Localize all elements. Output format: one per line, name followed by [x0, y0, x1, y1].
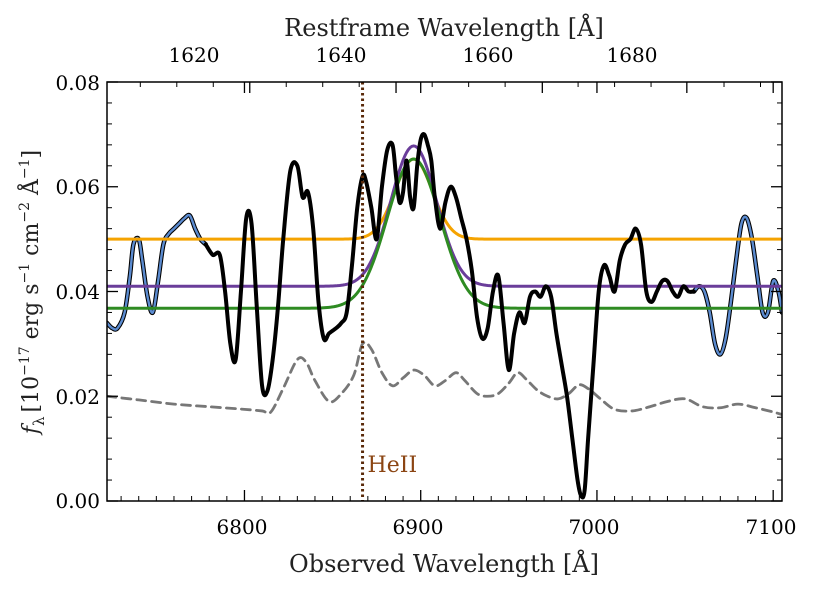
top-tick-label-1: 1640 — [316, 43, 367, 67]
x-tick-label-0: 6800 — [217, 515, 268, 539]
tick-layer — [107, 81, 782, 502]
top-tick-label-0: 1620 — [169, 43, 220, 67]
series-spectrum-outside-fit-window-outline — [107, 212, 208, 332]
series-error-spectrum — [107, 340, 782, 416]
heii-label: HeII — [368, 453, 418, 478]
y-tick-label-4: 0.08 — [55, 71, 100, 95]
series-layer — [107, 132, 782, 500]
y-tick-label-2: 0.04 — [55, 280, 100, 304]
series-spectrum — [203, 132, 696, 500]
y-axis-title: fλ[10−17 erg s−1 cm−2 Å−1] — [16, 150, 48, 436]
y-tick-label-1: 0.02 — [55, 385, 100, 409]
series-spectrum-outside-fit-window — [107, 213, 207, 331]
x-tick-label-1: 6900 — [393, 515, 444, 539]
y-tick-label-3: 0.06 — [55, 175, 100, 199]
x-tick-label-3: 7100 — [746, 515, 797, 539]
x-axis-title: Observed Wavelength [Å] — [289, 549, 599, 578]
x-tick-label-2: 7000 — [569, 515, 620, 539]
top-axis-title: Restframe Wavelength [Å] — [284, 13, 604, 42]
annotation-layer: HeII — [361, 82, 418, 501]
y-tick-label-0: 0.00 — [55, 489, 100, 513]
top-tick-label-3: 1680 — [607, 43, 658, 67]
top-tick-label-2: 1660 — [463, 43, 514, 67]
series-gaussian-fit-green — [107, 157, 782, 310]
